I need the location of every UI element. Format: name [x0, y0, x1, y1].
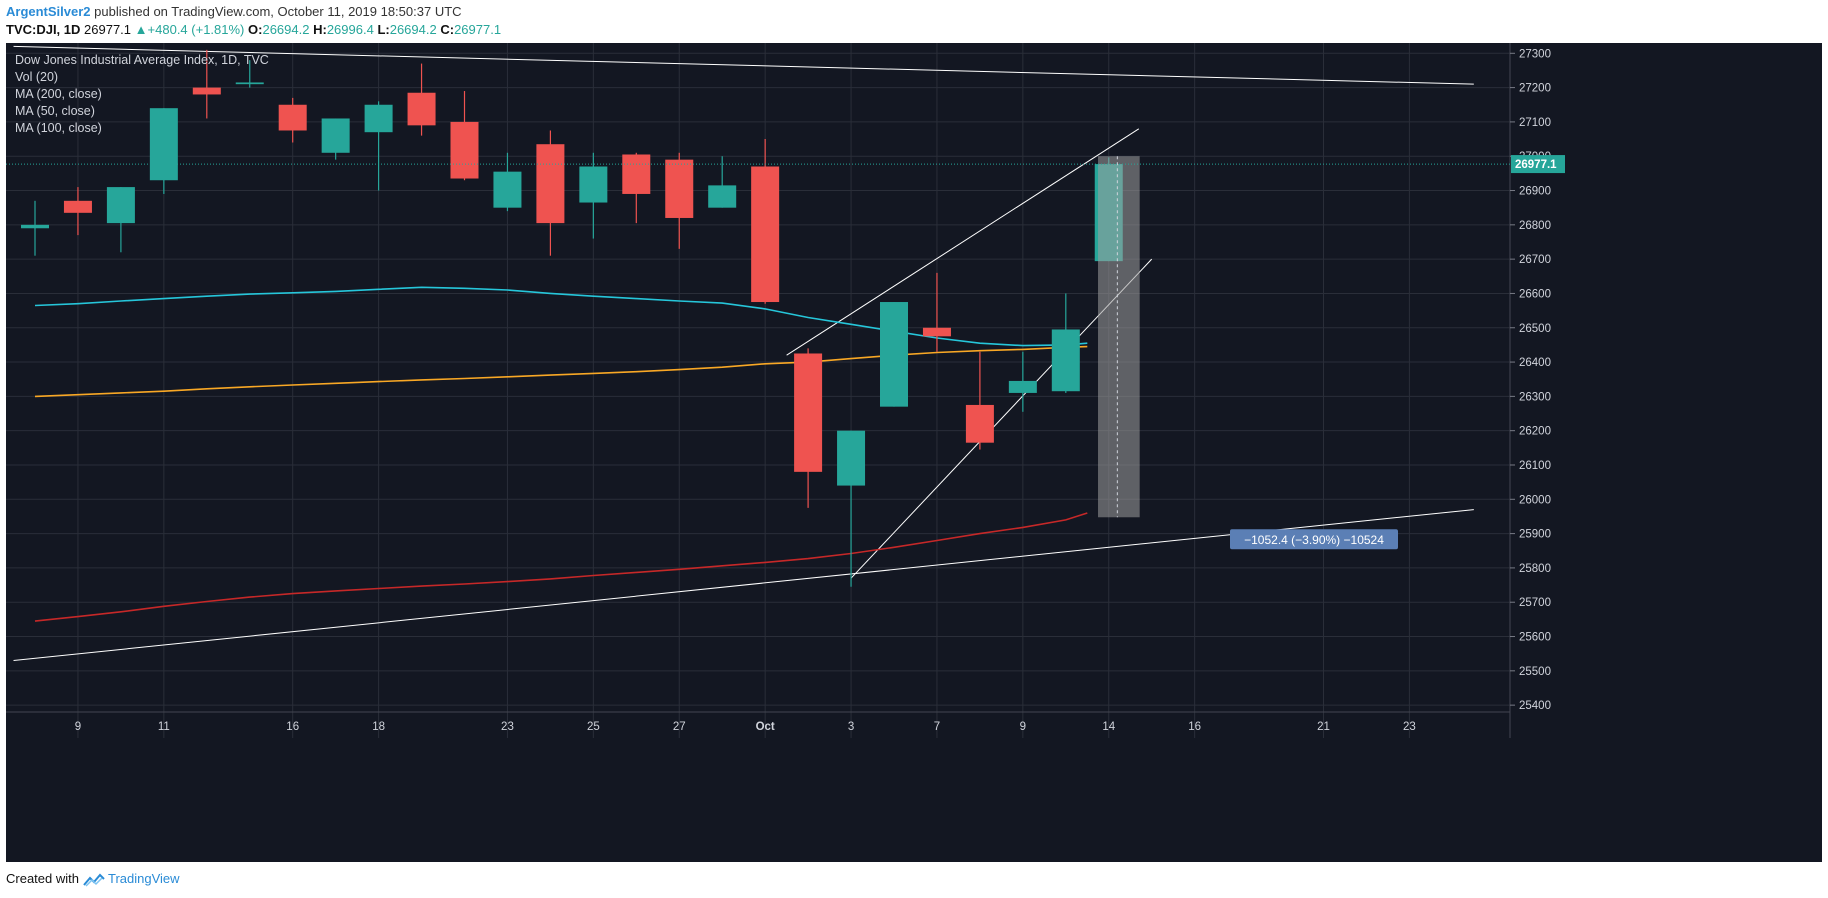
footer: Created with TradingView	[6, 871, 180, 887]
y-tick-label: 25800	[1519, 563, 1551, 575]
y-tick-label: 25400	[1519, 700, 1551, 712]
y-tick-label: 26400	[1519, 357, 1551, 369]
candle-body	[321, 118, 350, 153]
symbol-label: TVC:DJI, 1D	[6, 22, 81, 37]
candle-body	[450, 121, 479, 179]
last-price: 26977.1	[84, 22, 132, 37]
legend-ma200[interactable]: MA (200, close)	[15, 87, 102, 101]
ohlc-summary: TVC:DJI, 1D 26977.1 ▲+480.4 (+1.81%) O:2…	[6, 22, 501, 37]
x-tick-label: 14	[1102, 721, 1115, 733]
high-value: 26996.4	[326, 22, 374, 37]
candle-body	[235, 82, 264, 85]
y-tick-label: 25500	[1519, 666, 1551, 678]
candle-body	[278, 104, 307, 131]
legend-ma50[interactable]: MA (50, close)	[15, 104, 95, 118]
low-label: L:	[377, 22, 390, 37]
current-price-tag	[1511, 155, 1565, 174]
tradingview-logo-icon	[82, 873, 105, 887]
y-tick-label: 27300	[1519, 48, 1551, 60]
open-label: O:	[248, 22, 263, 37]
x-tick-label: 27	[673, 721, 686, 733]
x-tick-label: 3	[848, 721, 854, 733]
low-value: 26694.2	[389, 22, 437, 37]
chart-header: ArgentSilver2 published on TradingView.c…	[6, 3, 1816, 39]
candle-body	[1051, 329, 1080, 392]
candle-body	[751, 166, 780, 303]
y-tick-label: 25900	[1519, 529, 1551, 541]
measure-label: −1052.4 (−3.90%) −10524	[1244, 533, 1384, 547]
x-tick-label: 16	[1188, 721, 1201, 733]
channel-upper-line	[786, 128, 1140, 356]
candle-body	[21, 224, 49, 229]
candle-body	[149, 108, 178, 181]
up-arrow-icon: ▲	[134, 22, 148, 37]
created-with-label: Created with	[6, 871, 79, 886]
x-tick-label: 18	[372, 721, 385, 733]
candle-body	[708, 185, 737, 208]
x-tick-label: 7	[934, 721, 940, 733]
y-tick-label: 26600	[1519, 288, 1551, 300]
x-tick-label: Oct	[756, 721, 775, 733]
candle-body	[407, 92, 436, 126]
price-chart[interactable]: −1052.4 (−3.90%) −10524 25400 25500 25600 25…	[6, 43, 1822, 862]
x-tick-label: 25	[587, 721, 600, 733]
y-tick-label: 26300	[1519, 391, 1551, 403]
candle-body	[579, 166, 608, 203]
x-tick-label: 23	[1403, 721, 1416, 733]
publish-info: ArgentSilver2 published on TradingView.c…	[6, 4, 462, 19]
ma-line-0	[34, 286, 1088, 347]
candle-body	[665, 159, 694, 218]
y-tick-label: 26500	[1519, 323, 1551, 335]
candle-body	[493, 171, 522, 208]
x-tick-label: 21	[1317, 721, 1330, 733]
close-value: 26977.1	[454, 22, 502, 37]
candle-body	[106, 187, 135, 224]
resistance-trendline	[13, 45, 1474, 85]
candle-body	[622, 154, 651, 194]
chart-area[interactable]: −1052.4 (−3.90%) −10524 25400 25500 25600 25…	[6, 43, 1822, 862]
close-label: C:	[440, 22, 455, 37]
candle-body	[922, 327, 951, 337]
measure-box	[1098, 156, 1140, 518]
candle-body	[837, 430, 866, 486]
y-tick-label: 26200	[1519, 426, 1551, 438]
y-tick-label: 25600	[1519, 632, 1551, 644]
y-tick-label: 26000	[1519, 494, 1551, 506]
change-value: +480.4 (+1.81%)	[147, 22, 245, 37]
candle-body	[536, 144, 565, 224]
legend-ma100[interactable]: MA (100, close)	[15, 121, 102, 135]
legend-vol[interactable]: Vol (20)	[15, 70, 59, 84]
x-tick-label: 11	[158, 721, 170, 733]
measure-label-box	[1230, 529, 1398, 550]
publish-date: published on TradingView.com, October 11…	[94, 4, 462, 19]
y-tick-label: 26800	[1519, 220, 1551, 232]
y-tick-label: 26700	[1519, 254, 1551, 266]
y-tick-label: 27100	[1519, 117, 1551, 129]
open-value: 26694.2	[262, 22, 310, 37]
y-tick-label: 26900	[1519, 186, 1551, 198]
y-tick-label: 25700	[1519, 597, 1551, 609]
legend-title: Dow Jones Industrial Average Index, 1D, …	[15, 53, 269, 67]
x-tick-label: 9	[75, 721, 81, 733]
x-tick-label: 16	[286, 721, 299, 733]
current-price-tag-label: 26977.1	[1515, 159, 1557, 171]
candle-body	[880, 302, 908, 407]
candle-body	[192, 87, 221, 95]
y-tick-label: 26100	[1519, 460, 1551, 472]
tradingview-link[interactable]: TradingView	[108, 871, 180, 886]
y-tick-label: 27200	[1519, 83, 1551, 95]
candle-body	[1008, 380, 1037, 393]
ma-line-2	[34, 512, 1088, 622]
x-tick-label: 9	[1020, 721, 1026, 733]
indicator-legend: Dow Jones Industrial Average Index, 1D, …	[15, 52, 269, 137]
author-link[interactable]: ArgentSilver2	[6, 4, 91, 19]
high-label: H:	[313, 22, 327, 37]
candle-body	[794, 353, 823, 472]
candle-body	[63, 200, 92, 213]
x-tick-label: 23	[501, 721, 514, 733]
candle-body	[965, 404, 994, 443]
ma-line-1	[34, 345, 1088, 398]
candle-body	[364, 104, 393, 133]
